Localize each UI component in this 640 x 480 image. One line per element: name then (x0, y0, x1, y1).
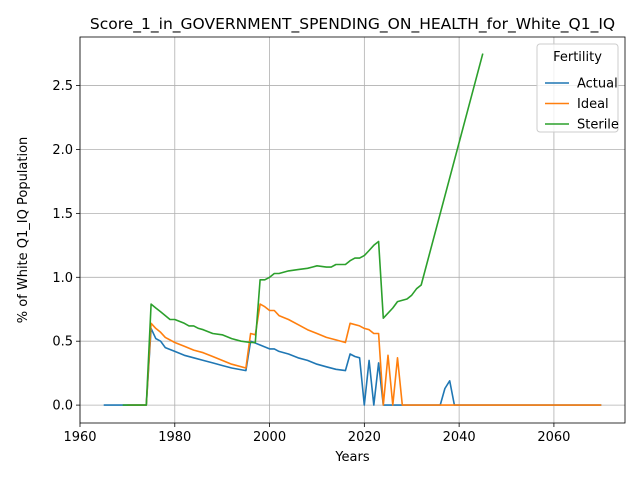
chart-title: Score_1_in_GOVERNMENT_SPENDING_ON_HEALTH… (90, 15, 615, 34)
legend-label-sterile: Sterile (577, 118, 619, 133)
y-axis: 0.0 0.5 1.0 1.5 2.0 2.5 (52, 79, 80, 414)
x-tick-label: 2020 (348, 430, 381, 445)
series-line-ideal (127, 303, 602, 406)
y-tick-label: 1.0 (52, 271, 73, 286)
x-tick-label: 2000 (253, 430, 286, 445)
y-tick-label: 1.5 (52, 207, 73, 222)
x-tick-label: 1980 (158, 430, 191, 445)
legend-label-actual: Actual (577, 77, 618, 92)
series-group (103, 53, 602, 406)
plot-frame (79, 36, 626, 424)
x-axis: 1960 1980 2000 2020 2040 2060 (63, 423, 570, 445)
legend-box (536, 43, 619, 133)
y-axis-label: % of White Q1_IQ Population (16, 137, 31, 324)
legend: Fertility Actual Ideal Sterile (536, 43, 619, 133)
legend-label-ideal: Ideal (577, 97, 609, 112)
legend-title: Fertility (553, 50, 602, 65)
x-tick-label: 2040 (443, 430, 476, 445)
x-tick-label: 2060 (537, 430, 570, 445)
y-tick-label: 0.0 (52, 399, 73, 414)
series-line-sterile (122, 53, 484, 406)
x-tick-label: 1960 (63, 430, 96, 445)
y-tick-label: 2.0 (52, 143, 73, 158)
y-tick-label: 2.5 (52, 79, 73, 94)
x-axis-label: Years (334, 450, 370, 465)
y-tick-label: 0.5 (52, 335, 73, 350)
series-line-actual (103, 327, 602, 406)
